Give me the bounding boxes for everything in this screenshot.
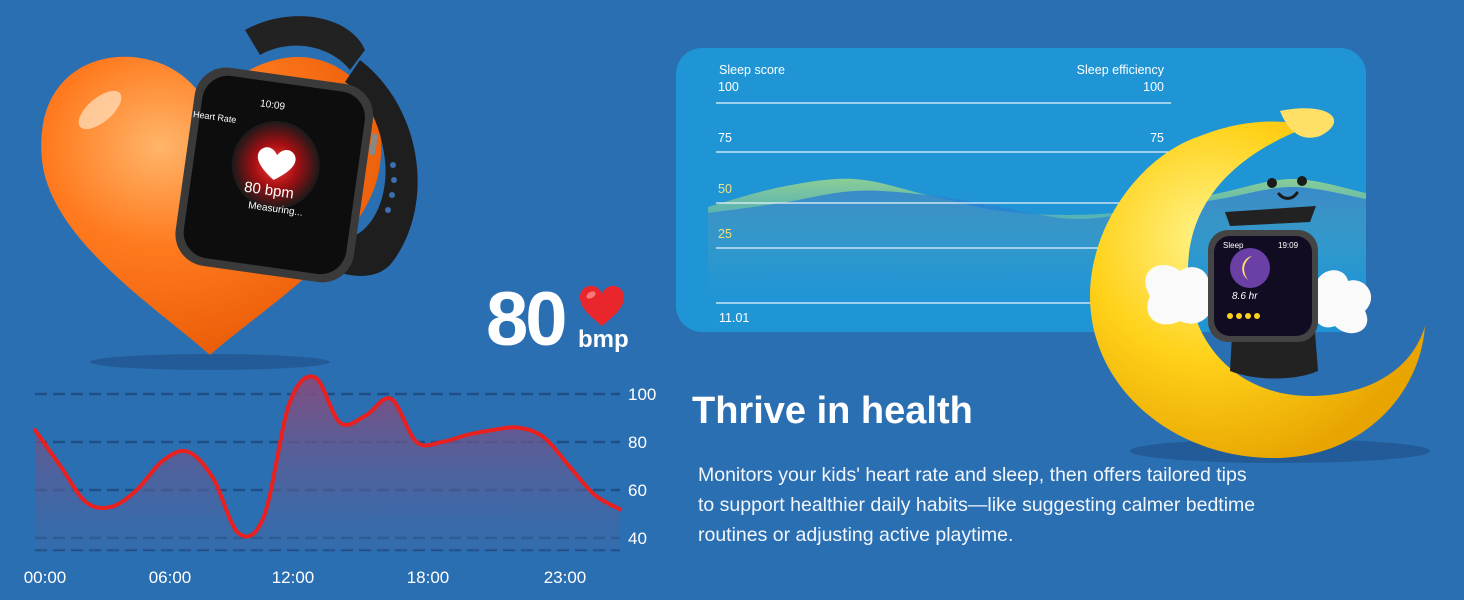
sleep-left-tick: 100 (718, 80, 739, 94)
hr-y-tick: 60 (628, 481, 647, 500)
sleep-right-tick: 100 (1143, 80, 1164, 94)
heart-rate-line (33, 374, 622, 539)
heart-rate-chart: 100 80 60 40 00:00 06:00 12:00 18:00 23:00 (24, 374, 656, 587)
moon-watch-illustration: Sleep 19:09 8.6 hr (1080, 96, 1460, 476)
hr-y-tick: 100 (628, 385, 656, 404)
sleep-left-tick: 25 (718, 227, 732, 241)
watch-sleep-title: Sleep (1223, 241, 1244, 250)
bpm-unit: bmp (578, 326, 629, 353)
hr-y-tick: 80 (628, 433, 647, 452)
sleep-score-label: Sleep score (719, 63, 785, 77)
watch-sleep-value: 8.6 hr (1232, 291, 1258, 302)
hr-x-tick: 00:00 (24, 568, 67, 587)
bpm-value: 80 (486, 277, 568, 362)
sleep-x-label: 11.01 (719, 311, 749, 325)
bpm-reading: 80 bmp (486, 280, 646, 360)
watch-sleep-time: 19:09 (1278, 241, 1299, 250)
heart-watch-illustration: Heart Rate 10:09 80 bpm Measuring... (30, 10, 450, 370)
heart-rate-area (35, 376, 620, 550)
sleep-left-tick: 75 (718, 131, 732, 145)
hr-x-tick: 12:00 (272, 568, 315, 587)
hr-x-tick: 18:00 (407, 568, 450, 587)
hr-x-tick: 23:00 (544, 568, 587, 587)
heart-icon (578, 284, 626, 328)
hr-x-tick: 06:00 (149, 568, 192, 587)
headline: Thrive in health (692, 390, 973, 432)
sleep-left-tick: 50 (718, 182, 732, 196)
hr-y-tick: 40 (628, 529, 647, 548)
description: Monitors your kids' heart rate and sleep… (698, 464, 1256, 546)
sleep-right-tick: 75 (1150, 131, 1164, 145)
sleep-efficiency-label: Sleep efficiency (1077, 63, 1165, 77)
